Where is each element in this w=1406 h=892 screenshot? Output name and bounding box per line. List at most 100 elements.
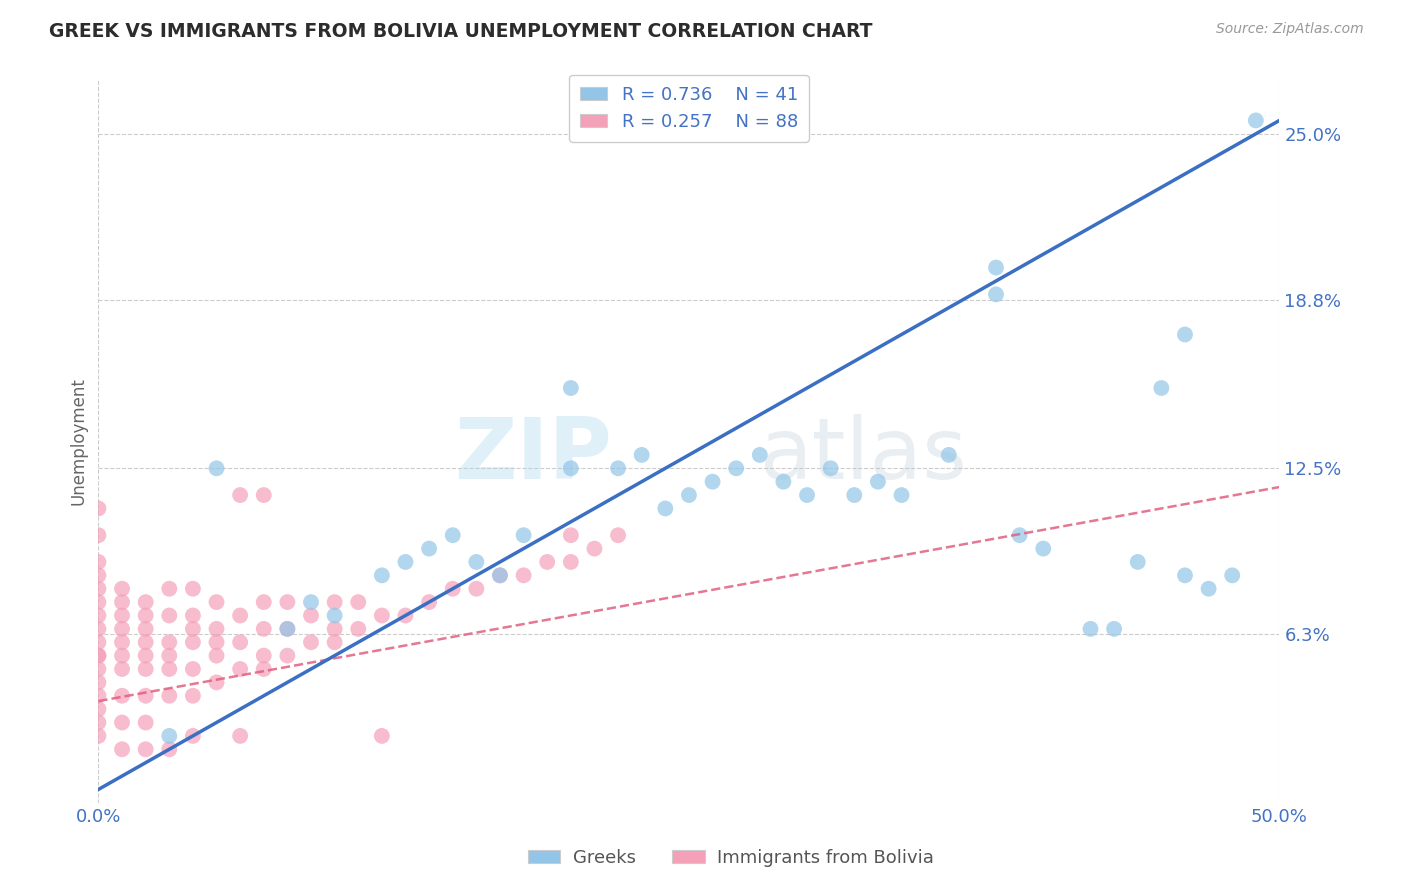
Point xyxy=(157,689,180,703)
Point xyxy=(583,541,606,556)
Point xyxy=(205,461,228,475)
Point xyxy=(984,260,1007,275)
Point xyxy=(87,622,110,636)
Point xyxy=(135,742,157,756)
Point xyxy=(560,461,582,475)
Point xyxy=(323,608,346,623)
Point xyxy=(512,568,534,582)
Point xyxy=(276,595,298,609)
Point xyxy=(748,448,770,462)
Point xyxy=(87,648,110,663)
Point xyxy=(253,648,276,663)
Point xyxy=(87,568,110,582)
Point xyxy=(1220,568,1243,582)
Point xyxy=(394,555,416,569)
Point xyxy=(371,608,394,623)
Legend: R = 0.736    N = 41, R = 0.257    N = 88: R = 0.736 N = 41, R = 0.257 N = 88 xyxy=(569,75,808,142)
Point xyxy=(866,475,889,489)
Point xyxy=(702,475,724,489)
Point xyxy=(465,582,488,596)
Point xyxy=(1126,555,1149,569)
Point xyxy=(111,648,134,663)
Point xyxy=(253,595,276,609)
Point xyxy=(229,662,252,676)
Point xyxy=(87,595,110,609)
Point xyxy=(111,742,134,756)
Point xyxy=(87,675,110,690)
Y-axis label: Unemployment: Unemployment xyxy=(69,377,87,506)
Point xyxy=(111,595,134,609)
Point xyxy=(135,608,157,623)
Point xyxy=(87,528,110,542)
Point xyxy=(489,568,512,582)
Point xyxy=(87,715,110,730)
Point xyxy=(205,675,228,690)
Point xyxy=(938,448,960,462)
Point xyxy=(87,608,110,623)
Point xyxy=(323,595,346,609)
Point xyxy=(323,622,346,636)
Point xyxy=(181,635,204,649)
Text: ZIP: ZIP xyxy=(454,415,612,498)
Point xyxy=(229,635,252,649)
Point xyxy=(1080,622,1102,636)
Point xyxy=(181,608,204,623)
Point xyxy=(441,528,464,542)
Point xyxy=(87,635,110,649)
Point xyxy=(157,662,180,676)
Point xyxy=(276,622,298,636)
Point xyxy=(157,582,180,596)
Point xyxy=(181,622,204,636)
Point xyxy=(111,635,134,649)
Point xyxy=(371,568,394,582)
Point xyxy=(1102,622,1125,636)
Point xyxy=(135,689,157,703)
Point xyxy=(984,287,1007,301)
Point xyxy=(276,648,298,663)
Point xyxy=(229,608,252,623)
Point xyxy=(87,648,110,663)
Point xyxy=(560,555,582,569)
Point xyxy=(1174,568,1197,582)
Point xyxy=(181,689,204,703)
Point xyxy=(725,461,748,475)
Point xyxy=(205,595,228,609)
Point xyxy=(654,501,676,516)
Point xyxy=(111,662,134,676)
Point xyxy=(489,568,512,582)
Point xyxy=(87,501,110,516)
Point xyxy=(135,715,157,730)
Point xyxy=(418,595,440,609)
Point xyxy=(157,742,180,756)
Text: Source: ZipAtlas.com: Source: ZipAtlas.com xyxy=(1216,22,1364,37)
Point xyxy=(1032,541,1054,556)
Point xyxy=(299,608,322,623)
Point xyxy=(1174,327,1197,342)
Point xyxy=(512,528,534,542)
Point xyxy=(205,648,228,663)
Text: GREEK VS IMMIGRANTS FROM BOLIVIA UNEMPLOYMENT CORRELATION CHART: GREEK VS IMMIGRANTS FROM BOLIVIA UNEMPLO… xyxy=(49,22,873,41)
Point xyxy=(844,488,866,502)
Point xyxy=(111,608,134,623)
Point xyxy=(205,635,228,649)
Point xyxy=(371,729,394,743)
Point xyxy=(111,582,134,596)
Point xyxy=(157,648,180,663)
Point xyxy=(181,662,204,676)
Point xyxy=(135,595,157,609)
Point xyxy=(890,488,912,502)
Point xyxy=(135,648,157,663)
Point xyxy=(323,635,346,649)
Point xyxy=(299,635,322,649)
Point xyxy=(157,729,180,743)
Point xyxy=(181,582,204,596)
Point xyxy=(1008,528,1031,542)
Text: atlas: atlas xyxy=(759,415,967,498)
Point xyxy=(253,662,276,676)
Point xyxy=(87,662,110,676)
Point xyxy=(87,689,110,703)
Point xyxy=(560,381,582,395)
Point xyxy=(253,488,276,502)
Point xyxy=(276,622,298,636)
Point xyxy=(253,622,276,636)
